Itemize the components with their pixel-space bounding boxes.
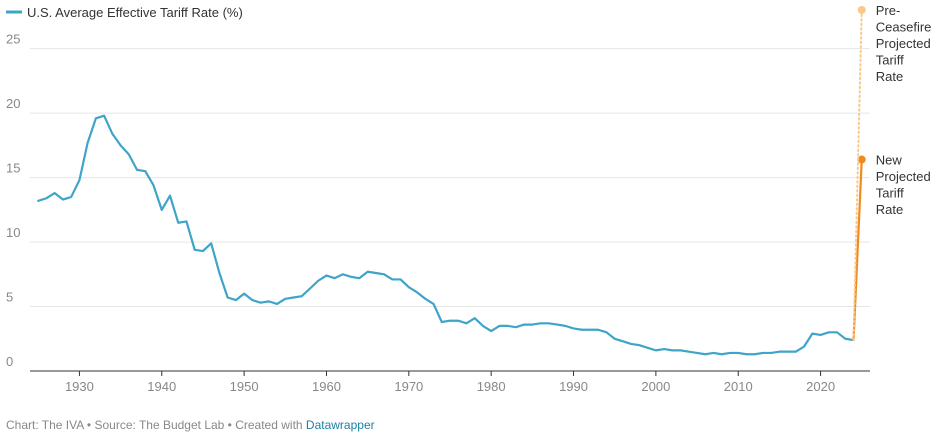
x-tick-label: 1930	[65, 379, 94, 394]
new-projection-label-line: Rate	[876, 202, 903, 217]
x-tick-label: 1940	[147, 379, 176, 394]
pre-ceasefire-label-line: Pre-	[876, 3, 901, 18]
y-tick-label: 25	[6, 32, 20, 47]
pre-ceasefire-projection-point	[857, 6, 866, 14]
y-tick-label: 5	[6, 290, 13, 305]
new-projection-label-line: Tariff	[876, 186, 904, 201]
new-projection-point	[857, 155, 866, 164]
new-projection-label-line: Projected	[876, 169, 931, 184]
legend: U.S. Average Effective Tariff Rate (%)	[6, 5, 243, 20]
pre-ceasefire-projection-line	[852, 9, 863, 342]
y-tick-label: 10	[6, 225, 20, 240]
axis-layer: 0 5 10 15 20 25 1930 1940 1950 1960 1970 1980 1990 20…	[6, 32, 870, 394]
pre-ceasefire-label-line: Rate	[876, 69, 903, 84]
x-tick-label: 1980	[477, 379, 506, 394]
series-layer	[37, 114, 855, 356]
pre-ceasefire-label-line: Projected	[876, 36, 931, 51]
x-tick-label: 1990	[559, 379, 588, 394]
y-tick-label: 0	[6, 354, 13, 369]
x-tick-label: 2020	[806, 379, 835, 394]
pre-ceasefire-label-line: Ceasefire	[876, 20, 932, 35]
new-projection-label-line: New	[876, 153, 903, 168]
x-tick-label: 2010	[724, 379, 753, 394]
footer-credits: Chart: The IVA • Source: The Budget Lab …	[6, 418, 306, 432]
new-projection-line	[852, 158, 863, 342]
y-tick-label: 15	[6, 161, 20, 176]
x-tick-label: 1970	[394, 379, 423, 394]
x-tick-label: 1950	[230, 379, 259, 394]
chart-footer: Chart: The IVA • Source: The Budget Lab …	[6, 418, 375, 432]
projection-layer: NewProjectedTariffRatePre-CeasefireProje…	[852, 3, 932, 342]
y-tick-label: 20	[6, 96, 20, 111]
pre-ceasefire-label-line: Tariff	[876, 53, 904, 68]
x-tick-label: 1960	[312, 379, 341, 394]
datawrapper-link[interactable]: Datawrapper	[305, 418, 375, 432]
legend-label: U.S. Average Effective Tariff Rate (%)	[27, 5, 243, 20]
tariff-rate-line	[37, 114, 855, 356]
grid-layer	[30, 48, 870, 308]
x-tick-label: 2000	[641, 379, 670, 394]
